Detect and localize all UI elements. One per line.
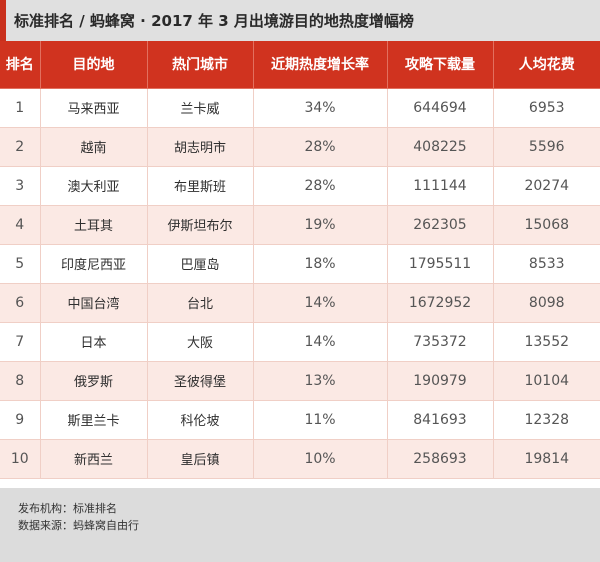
column-header-rank: 排名 xyxy=(0,41,41,89)
cell-growth-rate: 10% xyxy=(253,439,388,479)
column-header-downloads: 攻略下载量 xyxy=(387,41,494,89)
table-row: 9 斯里兰卡 科伦坡 11% 841693 12328 xyxy=(0,400,600,440)
column-header-destination: 目的地 xyxy=(40,41,148,89)
cell-rank: 3 xyxy=(0,166,41,206)
cell-growth-rate: 18% xyxy=(253,244,388,284)
cell-downloads: 190979 xyxy=(387,361,494,401)
cell-downloads: 408225 xyxy=(387,127,494,167)
cell-growth-rate: 19% xyxy=(253,205,388,245)
cell-downloads: 258693 xyxy=(387,439,494,479)
cell-downloads: 1672952 xyxy=(387,283,494,323)
cell-hot-city: 科伦坡 xyxy=(147,400,254,440)
table-row: 8 俄罗斯 圣彼得堡 13% 190979 10104 xyxy=(0,361,600,401)
header-row: 排名 目的地 热门城市 近期热度增长率 攻略下载量 人均花费 xyxy=(0,41,600,89)
cell-destination: 中国台湾 xyxy=(40,283,148,323)
cell-destination: 澳大利亚 xyxy=(40,166,148,206)
cell-destination: 土耳其 xyxy=(40,205,148,245)
cell-growth-rate: 28% xyxy=(253,127,388,167)
cell-avg-spend: 13552 xyxy=(493,322,600,362)
cell-rank: 7 xyxy=(0,322,41,362)
cell-growth-rate: 34% xyxy=(253,88,388,128)
title-bar: 标准排名 / 蚂蜂窝 · 2017 年 3 月出境游目的地热度增幅榜 xyxy=(0,0,600,41)
cell-growth-rate: 14% xyxy=(253,283,388,323)
cell-avg-spend: 8533 xyxy=(493,244,600,284)
cell-destination: 越南 xyxy=(40,127,148,167)
table-row: 6 中国台湾 台北 14% 1672952 8098 xyxy=(0,283,600,323)
cell-growth-rate: 28% xyxy=(253,166,388,206)
cell-hot-city: 兰卡威 xyxy=(147,88,254,128)
cell-downloads: 111144 xyxy=(387,166,494,206)
cell-rank: 8 xyxy=(0,361,41,401)
cell-rank: 4 xyxy=(0,205,41,245)
footer: 发布机构：标准排名 数据来源：蚂蜂窝自由行 xyxy=(0,488,600,562)
cell-rank: 5 xyxy=(0,244,41,284)
cell-growth-rate: 13% xyxy=(253,361,388,401)
publisher-note: 发布机构：标准排名 xyxy=(18,502,117,515)
cell-hot-city: 台北 xyxy=(147,283,254,323)
cell-hot-city: 胡志明市 xyxy=(147,127,254,167)
cell-downloads: 841693 xyxy=(387,400,494,440)
table-row: 2 越南 胡志明市 28% 408225 5596 xyxy=(0,127,600,167)
cell-destination: 印度尼西亚 xyxy=(40,244,148,284)
table-row: 5 印度尼西亚 巴厘岛 18% 1795511 8533 xyxy=(0,244,600,284)
cell-rank: 9 xyxy=(0,400,41,440)
cell-hot-city: 圣彼得堡 xyxy=(147,361,254,401)
cell-hot-city: 巴厘岛 xyxy=(147,244,254,284)
cell-downloads: 262305 xyxy=(387,205,494,245)
table-row: 7 日本 大阪 14% 735372 13552 xyxy=(0,322,600,362)
cell-destination: 马来西亚 xyxy=(40,88,148,128)
cell-hot-city: 大阪 xyxy=(147,322,254,362)
table-row: 1 马来西亚 兰卡威 34% 644694 6953 xyxy=(0,88,600,128)
cell-growth-rate: 11% xyxy=(253,400,388,440)
cell-hot-city: 伊斯坦布尔 xyxy=(147,205,254,245)
cell-destination: 日本 xyxy=(40,322,148,362)
cell-avg-spend: 15068 xyxy=(493,205,600,245)
cell-rank: 10 xyxy=(0,439,41,479)
cell-hot-city: 皇后镇 xyxy=(147,439,254,479)
cell-avg-spend: 20274 xyxy=(493,166,600,206)
cell-rank: 2 xyxy=(0,127,41,167)
cell-downloads: 644694 xyxy=(387,88,494,128)
column-header-hot-city: 热门城市 xyxy=(147,41,254,89)
cell-avg-spend: 8098 xyxy=(493,283,600,323)
cell-avg-spend: 19814 xyxy=(493,439,600,479)
ranking-table-container: 排名 目的地 热门城市 近期热度增长率 攻略下载量 人均花费 1 马来西亚 兰卡威 34% 644… xyxy=(0,41,600,479)
cell-avg-spend: 5596 xyxy=(493,127,600,167)
cell-hot-city: 布里斯班 xyxy=(147,166,254,206)
page-title: 标准排名 / 蚂蜂窝 · 2017 年 3 月出境游目的地热度增幅榜 xyxy=(14,12,414,30)
cell-rank: 6 xyxy=(0,283,41,323)
column-header-growth-rate: 近期热度增长率 xyxy=(253,41,388,89)
table-row: 4 土耳其 伊斯坦布尔 19% 262305 15068 xyxy=(0,205,600,245)
table-row: 10 新西兰 皇后镇 10% 258693 19814 xyxy=(0,439,600,479)
table-header: 排名 目的地 热门城市 近期热度增长率 攻略下载量 人均花费 xyxy=(0,41,600,89)
source-note: 数据来源：蚂蜂窝自由行 xyxy=(18,519,139,532)
cell-downloads: 735372 xyxy=(387,322,494,362)
cell-growth-rate: 14% xyxy=(253,322,388,362)
column-header-avg-spend: 人均花费 xyxy=(493,41,600,89)
cell-destination: 斯里兰卡 xyxy=(40,400,148,440)
cell-rank: 1 xyxy=(0,88,41,128)
cell-avg-spend: 12328 xyxy=(493,400,600,440)
cell-destination: 俄罗斯 xyxy=(40,361,148,401)
ranking-table: 排名 目的地 热门城市 近期热度增长率 攻略下载量 人均花费 1 马来西亚 兰卡威 34% 644… xyxy=(0,41,600,479)
cell-destination: 新西兰 xyxy=(40,439,148,479)
table-row: 3 澳大利亚 布里斯班 28% 111144 20274 xyxy=(0,166,600,206)
cell-downloads: 1795511 xyxy=(387,244,494,284)
table-body: 1 马来西亚 兰卡威 34% 644694 6953 2 越南 胡志明市 28% 408225 559… xyxy=(0,88,600,479)
cell-avg-spend: 10104 xyxy=(493,361,600,401)
cell-avg-spend: 6953 xyxy=(493,88,600,128)
